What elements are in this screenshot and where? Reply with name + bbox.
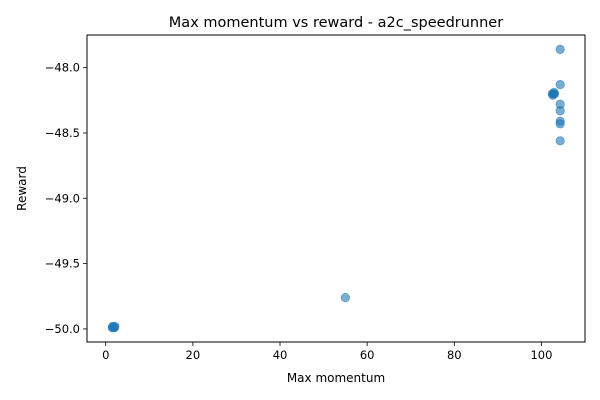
- y-tick-label: −48.5: [45, 126, 80, 140]
- x-axis-label: Max momentum: [287, 371, 385, 385]
- data-point-5: [110, 321, 120, 331]
- x-tick-label: 40: [273, 348, 288, 362]
- x-tick-label: 60: [360, 348, 375, 362]
- x-tick-label: 80: [447, 348, 462, 362]
- data-point-15: [555, 106, 565, 116]
- data-point-6: [340, 292, 350, 303]
- data-point-11: [549, 87, 559, 98]
- y-tick-label: −49.0: [45, 191, 80, 205]
- y-tick-label: −49.5: [45, 257, 80, 271]
- data-point-17: [555, 119, 565, 129]
- points-layer: [107, 44, 565, 333]
- data-point-18: [555, 136, 565, 146]
- data-point-13: [555, 80, 565, 90]
- ticks-layer: 0 20 40 60 80 100 −50.0 −49.5 −49.0 −48.5 −48.0: [45, 61, 553, 362]
- x-tick-label: 100: [530, 348, 552, 362]
- x-tick-label: 0: [102, 348, 109, 362]
- chart-title: Max momentum vs reward - a2c_speedrunner: [169, 15, 503, 31]
- y-axis-label: Reward: [15, 166, 29, 211]
- y-tick-label: −50.0: [45, 322, 80, 336]
- y-tick-label: −48.0: [45, 61, 80, 75]
- data-point-12: [555, 44, 565, 54]
- plot-frame: [86, 34, 586, 343]
- x-tick-label: 20: [186, 348, 201, 362]
